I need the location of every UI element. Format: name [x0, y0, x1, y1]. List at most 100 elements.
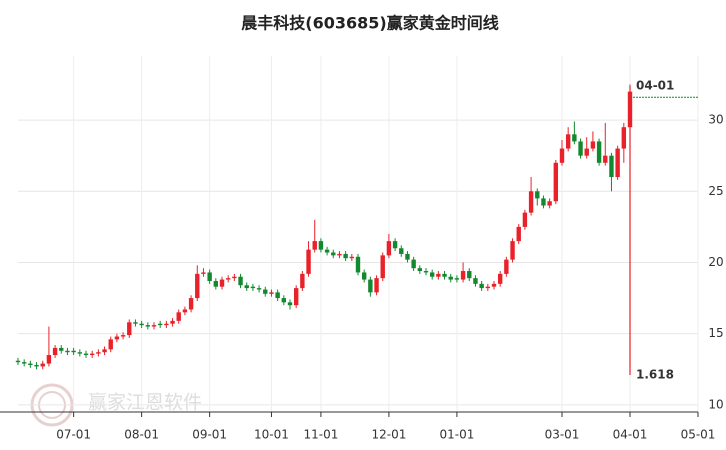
- candle-body: [442, 273, 447, 277]
- candle-body: [386, 241, 392, 256]
- candle-body: [120, 335, 126, 337]
- candle-body: [201, 272, 206, 274]
- x-tick-label: 08-01: [124, 428, 159, 442]
- candle-body: [306, 249, 311, 274]
- candle-body: [127, 322, 132, 336]
- candle-body: [293, 288, 299, 306]
- candle-body: [417, 268, 423, 272]
- candle-body: [535, 191, 540, 199]
- annotation-date: 04-01: [636, 78, 674, 92]
- candle-body: [83, 353, 89, 356]
- candle-body: [405, 253, 410, 260]
- candle-body: [491, 283, 497, 287]
- candle-body: [541, 198, 546, 206]
- candle-body: [596, 141, 602, 163]
- candle-body: [40, 363, 45, 367]
- candle-body: [238, 276, 243, 286]
- candle-body: [15, 360, 21, 363]
- candle-body: [114, 336, 120, 340]
- candle-body: [590, 141, 596, 149]
- candle-body: [343, 253, 348, 259]
- candle-body: [52, 347, 58, 356]
- x-tick-label: 07-01: [56, 428, 91, 442]
- candle-body: [485, 286, 491, 289]
- candle-body: [250, 286, 256, 289]
- candle-body: [454, 278, 460, 280]
- x-tick-label: 05-01: [681, 428, 716, 442]
- annotation-ratio: 1.618: [636, 367, 674, 381]
- candle-body: [300, 273, 305, 289]
- candle-body: [479, 283, 484, 289]
- candle-body: [46, 355, 52, 364]
- candle-body: [213, 280, 219, 287]
- candle-body: [182, 309, 188, 313]
- x-tick-label: 11-01: [303, 428, 338, 442]
- x-tick-label: 03-01: [545, 428, 580, 442]
- candle-body: [504, 259, 509, 274]
- candle-body: [59, 347, 64, 351]
- candle-body: [275, 292, 280, 299]
- candle-body: [188, 298, 194, 310]
- candle-body: [547, 201, 552, 206]
- candle-body: [510, 241, 515, 260]
- candle-body: [399, 248, 404, 254]
- candle-body: [108, 339, 113, 350]
- y-tick-label: 30: [708, 113, 723, 127]
- x-tick-label: 01-01: [439, 428, 474, 442]
- candle-body: [102, 349, 107, 353]
- candle-body: [522, 212, 528, 227]
- candle-body: [244, 285, 249, 289]
- candle-body: [65, 350, 70, 353]
- candle-body: [380, 255, 385, 279]
- candle-body: [559, 148, 565, 163]
- candle-body: [256, 288, 262, 290]
- y-tick-label: 25: [708, 184, 723, 198]
- candle-body: [281, 298, 287, 303]
- candle-body: [207, 272, 212, 281]
- candle-body: [392, 241, 398, 249]
- candle-body: [219, 279, 225, 287]
- candle-body: [578, 141, 583, 156]
- candle-body: [528, 191, 534, 213]
- candle-body: [411, 259, 416, 269]
- candle-body: [497, 273, 503, 284]
- candle-body: [89, 353, 95, 356]
- chart-title: 晨丰科技(603685)赢家黄金时间线: [241, 14, 498, 33]
- candle-body: [368, 279, 373, 293]
- candle-body: [287, 302, 293, 306]
- y-tick-label: 20: [708, 255, 723, 269]
- candle-body: [516, 226, 521, 242]
- candle-body: [467, 271, 472, 279]
- candle-body: [473, 278, 478, 284]
- candle-body: [429, 272, 435, 277]
- candle-body: [609, 155, 614, 178]
- candle-body: [145, 325, 151, 327]
- x-tick-label: 04-01: [613, 428, 648, 442]
- candle-body: [312, 241, 317, 250]
- candle-body: [436, 273, 441, 277]
- candle-body: [133, 322, 138, 324]
- candle-body: [263, 289, 268, 294]
- candle-body: [621, 127, 627, 149]
- candle-body: [96, 352, 101, 354]
- candle-body: [77, 352, 83, 354]
- candle-body: [269, 292, 274, 294]
- candle-body: [28, 363, 33, 366]
- candle-body: [225, 278, 231, 280]
- candle-body: [572, 134, 577, 142]
- candle-body: [355, 256, 361, 273]
- candle-body: [232, 276, 237, 279]
- candle-body: [565, 134, 571, 149]
- candle-body: [423, 271, 429, 273]
- candle-body: [584, 148, 589, 156]
- candle-body: [318, 241, 324, 250]
- y-tick-label: 15: [708, 326, 723, 340]
- candle-body: [34, 365, 39, 367]
- candle-body: [349, 256, 355, 259]
- candle-body: [71, 350, 76, 353]
- candle-body: [151, 325, 157, 327]
- candle-body: [361, 272, 367, 280]
- candle-body: [448, 276, 453, 280]
- candle-body: [170, 320, 175, 324]
